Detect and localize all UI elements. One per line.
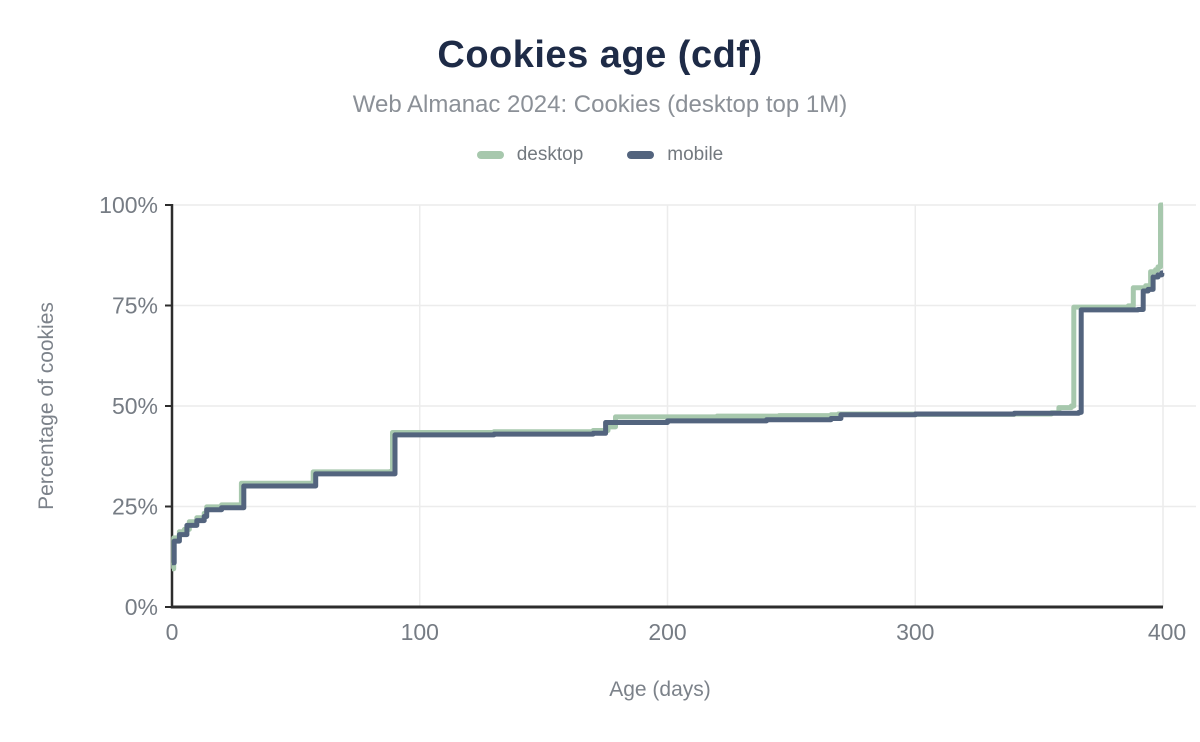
legend-label-mobile: mobile (667, 144, 724, 165)
mobile-series-swatch (627, 151, 655, 159)
x-tick-label: 200 (648, 619, 686, 645)
x-tick-label: 400 (1148, 619, 1186, 645)
x-tick-label: 300 (896, 619, 934, 645)
x-tick-label: 0 (166, 619, 179, 645)
series-line-mobile[interactable] (171, 270, 1165, 566)
legend-item-desktop[interactable]: desktop (476, 144, 584, 166)
y-axis-title: Percentage of cookies (35, 302, 58, 510)
y-tick-label: 50% (112, 393, 158, 419)
y-tick-label: 75% (112, 293, 158, 319)
x-axis-title: Age (days) (609, 678, 711, 701)
chart-subtitle: Web Almanac 2024: Cookies (desktop top 1… (352, 91, 848, 118)
y-tick-label: 25% (112, 494, 158, 520)
legend-item-mobile[interactable]: mobile (627, 144, 723, 166)
chart-title: Cookies age (cdf) (437, 34, 763, 76)
y-tick-label: 0% (125, 594, 158, 620)
legend: desktop mobile (0, 144, 1200, 166)
legend-label-desktop: desktop (516, 144, 584, 165)
x-tick-label: 100 (401, 619, 439, 645)
desktop-series-swatch (476, 151, 504, 159)
y-tick-label: 100% (99, 192, 158, 218)
